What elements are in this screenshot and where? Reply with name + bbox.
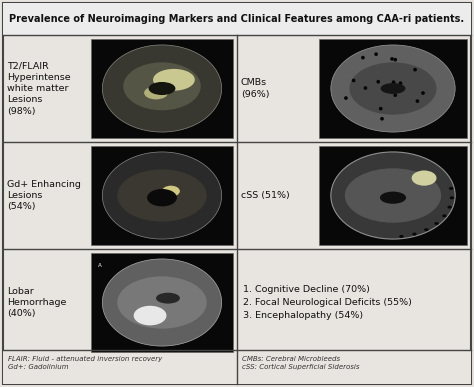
Ellipse shape (153, 69, 195, 91)
Ellipse shape (412, 233, 417, 236)
Ellipse shape (376, 80, 380, 84)
Ellipse shape (102, 152, 222, 239)
Ellipse shape (349, 62, 437, 115)
Bar (91, 146, 233, 245)
Ellipse shape (393, 58, 397, 62)
Bar (91, 39, 233, 138)
Ellipse shape (447, 205, 452, 209)
Bar (3, 350, 471, 384)
Ellipse shape (117, 276, 207, 329)
Ellipse shape (380, 117, 384, 121)
Ellipse shape (442, 214, 447, 217)
Ellipse shape (390, 57, 394, 61)
Ellipse shape (399, 235, 403, 238)
Text: A: A (98, 263, 102, 268)
Text: CMBs
(96%): CMBs (96%) (241, 78, 270, 99)
Ellipse shape (331, 45, 455, 132)
Ellipse shape (156, 293, 180, 303)
Ellipse shape (381, 83, 405, 94)
Text: 1. Cognitive Decline (70%)
2. Focal Neurological Deficits (55%)
3. Encephalopath: 1. Cognitive Decline (70%) 2. Focal Neur… (243, 285, 412, 320)
Ellipse shape (102, 45, 222, 132)
Ellipse shape (393, 93, 397, 97)
Ellipse shape (399, 81, 402, 85)
Ellipse shape (421, 91, 425, 95)
Text: CMBs: Cerebral Microbleeds
cSS: Cortical Superficial Siderosis: CMBs: Cerebral Microbleeds cSS: Cortical… (242, 356, 359, 370)
Text: Prevalence of Neuroimaging Markers and Clinical Features among CAA-ri patients.: Prevalence of Neuroimaging Markers and C… (9, 14, 465, 24)
Ellipse shape (331, 152, 455, 239)
Text: Lobar
Hemorrhage
(40%): Lobar Hemorrhage (40%) (7, 286, 66, 319)
Bar (3, 3, 471, 35)
Ellipse shape (364, 86, 367, 90)
Ellipse shape (345, 168, 441, 223)
Ellipse shape (344, 96, 348, 100)
Ellipse shape (102, 259, 222, 346)
Ellipse shape (413, 68, 417, 72)
Ellipse shape (123, 62, 201, 110)
Ellipse shape (148, 82, 175, 95)
Ellipse shape (117, 170, 207, 222)
Ellipse shape (392, 80, 395, 84)
Ellipse shape (411, 170, 437, 186)
Ellipse shape (424, 228, 428, 231)
Ellipse shape (380, 192, 406, 204)
Bar (319, 39, 467, 138)
Ellipse shape (450, 196, 454, 199)
Text: FLAIR: Fluid - attenuated inversion recovery
Gd+: Gadolinium: FLAIR: Fluid - attenuated inversion reco… (8, 356, 162, 370)
Ellipse shape (416, 99, 419, 103)
Ellipse shape (162, 186, 180, 197)
Ellipse shape (134, 306, 166, 325)
Bar (91, 253, 233, 352)
Bar (319, 146, 467, 245)
Ellipse shape (379, 107, 383, 111)
Ellipse shape (449, 187, 454, 190)
Ellipse shape (374, 52, 378, 56)
Ellipse shape (352, 79, 356, 82)
Ellipse shape (144, 86, 168, 99)
Text: T2/FLAIR
Hyperintense
white matter
Lesions
(98%): T2/FLAIR Hyperintense white matter Lesio… (7, 61, 71, 116)
Text: Gd+ Enhancing
Lesions
(54%): Gd+ Enhancing Lesions (54%) (7, 180, 81, 211)
Text: cSS (51%): cSS (51%) (241, 191, 290, 200)
Ellipse shape (434, 222, 439, 225)
Ellipse shape (147, 189, 177, 206)
Ellipse shape (361, 56, 365, 60)
